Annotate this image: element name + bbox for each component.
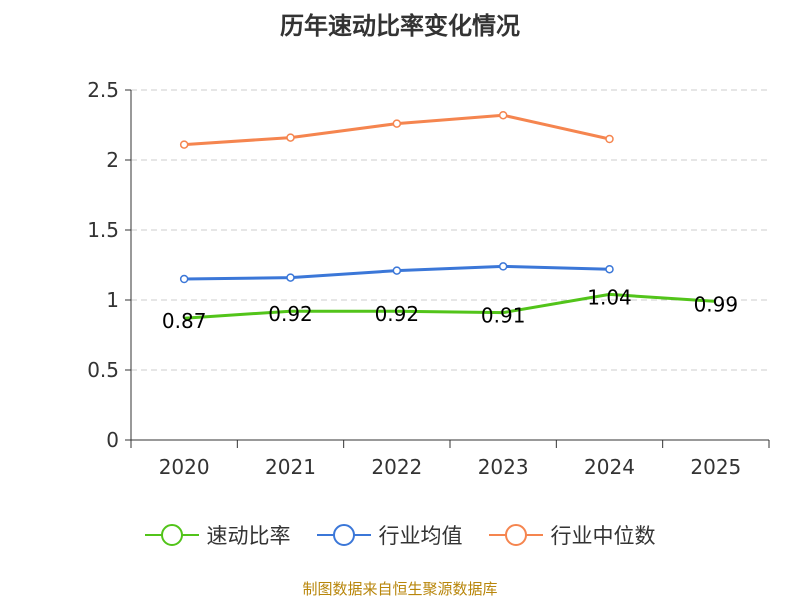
legend-item-industry-median[interactable]: 行业中位数 [488,520,656,550]
y-tick-label: 2 [106,148,119,172]
legend-label-quick-ratio: 速动比率 [206,524,291,548]
data-point [605,264,614,274]
data-label: 0.99 [694,292,739,316]
legend-marker-industry-median [488,524,543,546]
data-point [179,274,189,284]
legend-marker-industry-mean [316,524,371,546]
data-point [392,119,402,128]
data-label: 0.92 [375,302,420,326]
x-tick-label: 2025 [690,455,741,479]
data-label: 1.04 [587,285,632,309]
y-tick-label: 2.5 [87,78,119,102]
data-point [179,140,189,149]
x-tick-label: 2022 [371,455,422,479]
chart-title: 历年速动比率变化情况 [280,12,520,40]
chart-legend: 速动比率 行业均值 行业中位数 [0,520,800,550]
data-point [498,262,508,271]
x-tick-label: 2021 [265,455,316,479]
series-line [184,292,716,320]
data-label: 0.87 [162,309,207,333]
data-point [605,134,614,144]
y-tick-label: 1 [106,288,119,312]
y-tick-label: 1.5 [87,218,119,242]
x-tick-label: 2023 [478,455,529,479]
legend-marker-quick-ratio [144,524,199,546]
legend-item-industry-mean[interactable]: 行业均值 [316,520,463,550]
legend-label-industry-median: 行业中位数 [550,524,656,548]
y-tick-label: 0.5 [87,358,119,382]
data-point [286,133,295,142]
data-label: 0.92 [268,302,313,326]
data-point [286,273,295,282]
legend-item-quick-ratio[interactable]: 速动比率 [144,520,291,550]
data-label: 0.91 [481,304,526,328]
y-tick-label: 0 [106,428,119,452]
data-source-note: 制图数据来自恒生聚源数据库 [302,580,498,598]
legend-label-industry-mean: 行业均值 [378,524,463,548]
x-tick-label: 2020 [159,455,210,479]
data-point [392,266,402,275]
x-tick-label: 2024 [584,455,635,479]
data-point [498,110,508,120]
